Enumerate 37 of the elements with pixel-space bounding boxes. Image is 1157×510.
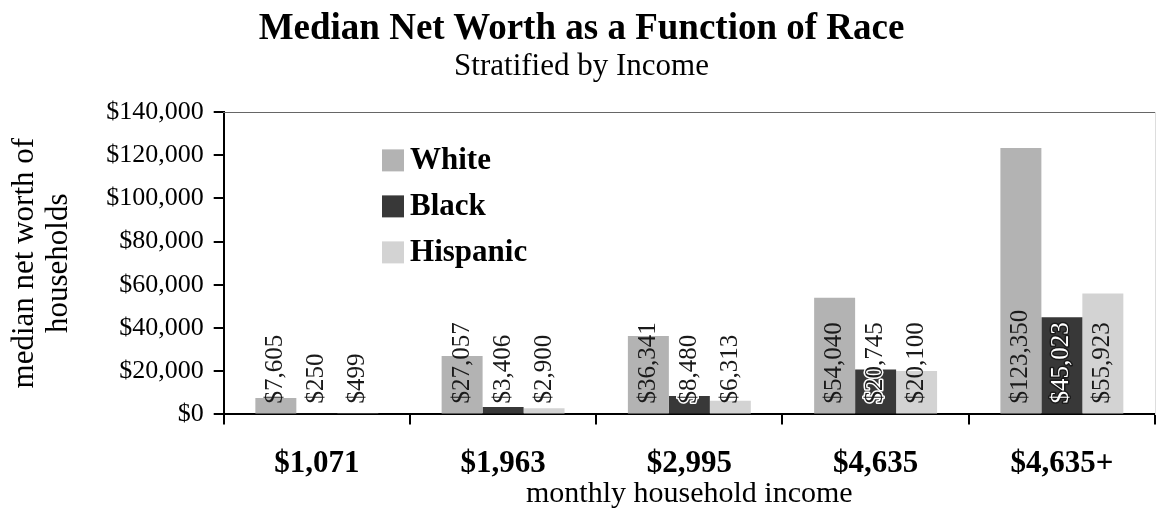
x-tick-label: $4,635+ bbox=[1010, 444, 1114, 480]
data-label: $3,406 bbox=[487, 334, 515, 404]
chart-subtitle: Stratified by Income bbox=[454, 46, 709, 82]
data-label: $250 bbox=[301, 353, 329, 404]
y-tick-label: $100,000 bbox=[106, 182, 204, 212]
data-label: $54,040 bbox=[819, 322, 847, 404]
data-label: $2,900 bbox=[528, 334, 556, 404]
data-label: $123,350 bbox=[1005, 309, 1033, 404]
data-label: $45,023 bbox=[1046, 322, 1074, 404]
data-label: $8,480 bbox=[673, 334, 701, 404]
data-label: $36,341 bbox=[632, 322, 660, 404]
x-tick-label: $1,071 bbox=[274, 444, 360, 480]
y-tick-label: $60,000 bbox=[119, 268, 204, 298]
data-label: $27,057 bbox=[446, 322, 474, 404]
chart-title: Median Net Worth as a Function of Race bbox=[258, 6, 905, 48]
y-tick-label: $80,000 bbox=[119, 225, 204, 255]
y-tick-label: $40,000 bbox=[119, 311, 204, 341]
y-tick-label: $20,000 bbox=[119, 355, 204, 385]
y-tick-label: $0 bbox=[177, 398, 204, 428]
data-label: $499 bbox=[342, 353, 370, 404]
legend-label: Hispanic bbox=[410, 233, 528, 269]
bar bbox=[1000, 147, 1042, 414]
data-label: $7,605 bbox=[260, 334, 288, 404]
data-label: $20,745 bbox=[860, 322, 888, 404]
legend-label: White bbox=[410, 141, 491, 177]
x-tick-label: $2,995 bbox=[646, 444, 732, 480]
bar bbox=[482, 407, 524, 414]
data-label: $6,313 bbox=[714, 334, 742, 404]
x-tick-label: $4,635 bbox=[832, 444, 919, 480]
legend-label: Black bbox=[410, 187, 487, 223]
data-label: $20,100 bbox=[901, 322, 929, 404]
y-tick-label: $120,000 bbox=[106, 139, 204, 169]
data-label: $55,923 bbox=[1087, 322, 1115, 404]
y-axis-title: median net worth of households bbox=[5, 137, 75, 389]
x-tick-label: $1,963 bbox=[460, 444, 546, 480]
bar bbox=[523, 408, 565, 414]
y-tick-label: $140,000 bbox=[106, 95, 204, 125]
